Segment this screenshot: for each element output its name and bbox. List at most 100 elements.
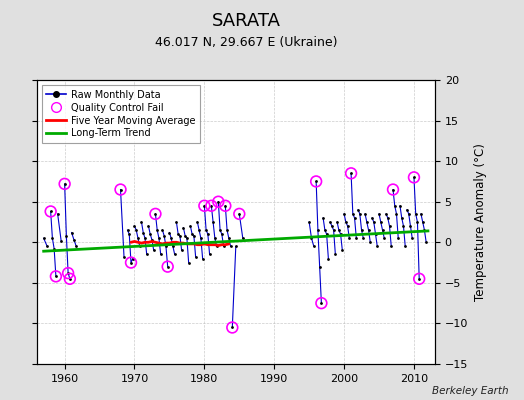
Point [372, 231, 380, 237]
Point [384, 215, 392, 221]
Point [387, 243, 396, 250]
Point [347, 170, 355, 176]
Point [158, 227, 167, 233]
Point [356, 211, 364, 217]
Point [363, 219, 371, 225]
Point [195, 227, 203, 233]
Point [52, 273, 60, 280]
Point [408, 235, 417, 242]
Legend: Raw Monthly Data, Quality Control Fail, Five Year Moving Average, Long-Term Tren: Raw Monthly Data, Quality Control Fail, … [41, 85, 200, 143]
Point [392, 211, 401, 217]
Point [305, 219, 313, 225]
Point [399, 223, 408, 229]
Point [116, 186, 125, 193]
Point [165, 229, 173, 236]
Point [364, 227, 373, 233]
Point [151, 211, 160, 217]
Point [394, 235, 402, 242]
Point [163, 264, 172, 270]
Point [146, 231, 155, 237]
Point [225, 235, 233, 242]
Point [369, 219, 378, 225]
Point [214, 198, 223, 205]
Point [333, 219, 341, 225]
Point [130, 223, 139, 229]
Point [64, 270, 72, 276]
Point [326, 219, 334, 225]
Point [401, 243, 409, 250]
Point [149, 247, 158, 254]
Point [155, 235, 163, 242]
Point [235, 211, 244, 217]
Point [207, 202, 215, 209]
Point [116, 186, 125, 193]
Point [178, 247, 186, 254]
Point [216, 227, 224, 233]
Point [212, 243, 221, 250]
Point [422, 239, 430, 246]
Point [184, 259, 193, 266]
Point [199, 255, 207, 262]
Point [190, 232, 198, 239]
Point [66, 276, 74, 282]
Point [317, 300, 325, 306]
Point [354, 207, 362, 213]
Point [373, 243, 381, 250]
Y-axis label: Temperature Anomaly (°C): Temperature Anomaly (°C) [474, 143, 487, 301]
Point [217, 231, 226, 237]
Point [128, 255, 137, 262]
Point [188, 231, 196, 237]
Point [220, 243, 228, 250]
Point [389, 186, 397, 193]
Point [352, 235, 361, 242]
Point [223, 227, 231, 233]
Point [186, 223, 194, 229]
Point [357, 227, 366, 233]
Point [52, 273, 60, 280]
Point [39, 235, 48, 242]
Point [57, 238, 66, 244]
Text: SARATA: SARATA [212, 12, 281, 30]
Point [139, 229, 147, 236]
Point [202, 227, 210, 233]
Point [335, 227, 343, 233]
Point [345, 235, 354, 242]
Point [207, 202, 215, 209]
Point [336, 231, 345, 237]
Point [183, 235, 191, 242]
Point [148, 237, 156, 243]
Point [200, 202, 209, 209]
Point [338, 247, 346, 254]
Point [60, 181, 69, 187]
Point [132, 227, 140, 233]
Point [72, 243, 81, 250]
Point [232, 243, 240, 250]
Point [221, 202, 230, 209]
Point [228, 324, 236, 331]
Point [396, 202, 404, 209]
Point [405, 211, 413, 217]
Point [348, 211, 357, 217]
Point [340, 211, 348, 217]
Point [221, 202, 230, 209]
Point [160, 232, 168, 239]
Point [193, 219, 202, 225]
Point [319, 215, 328, 221]
Point [191, 254, 200, 260]
Point [380, 235, 388, 242]
Point [415, 276, 423, 282]
Point [315, 264, 324, 270]
Point [382, 211, 390, 217]
Point [68, 229, 76, 236]
Point [144, 223, 152, 229]
Point [127, 259, 135, 266]
Point [361, 211, 369, 217]
Point [179, 224, 188, 231]
Point [137, 219, 146, 225]
Point [410, 174, 418, 180]
Point [70, 237, 78, 243]
Point [170, 251, 179, 258]
Point [321, 227, 329, 233]
Point [214, 198, 223, 205]
Point [163, 264, 172, 270]
